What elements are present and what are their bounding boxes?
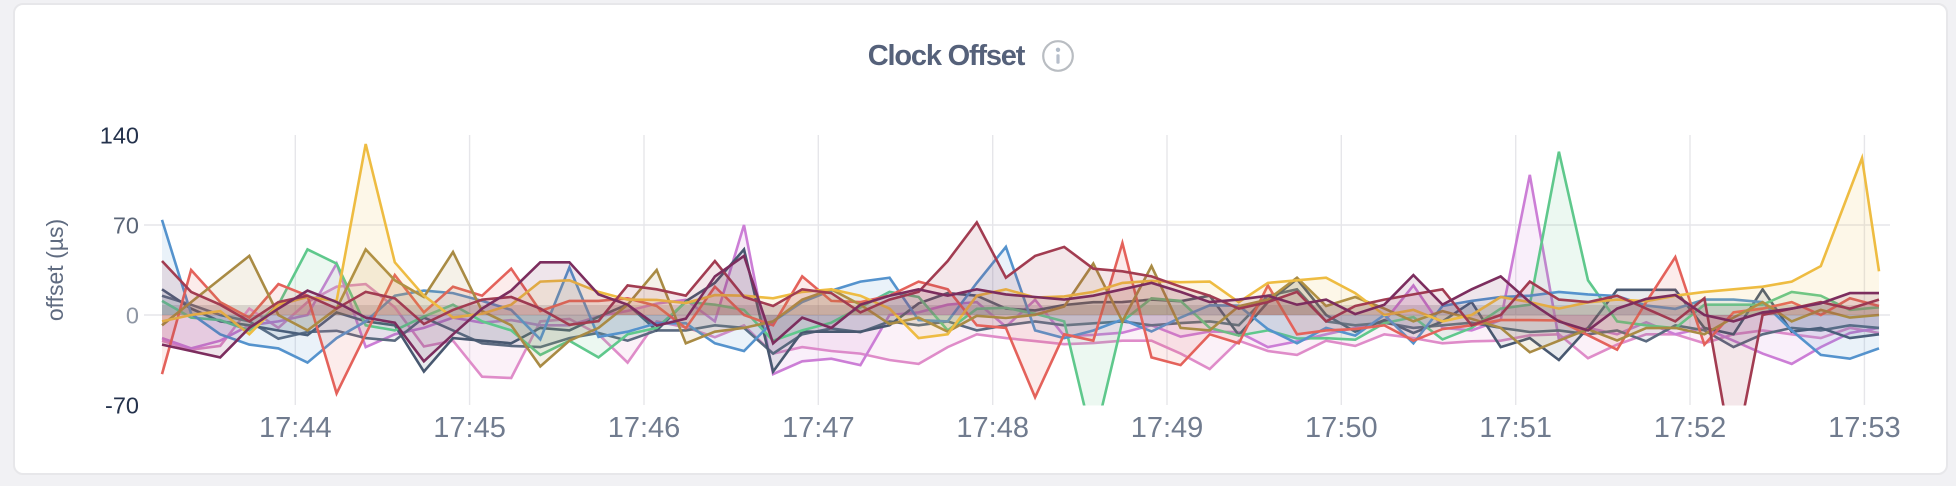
svg-text:70: 70	[113, 213, 139, 239]
svg-text:17:51: 17:51	[1479, 412, 1552, 444]
svg-text:17:53: 17:53	[1828, 412, 1901, 444]
svg-text:17:46: 17:46	[608, 412, 681, 444]
svg-text:17:47: 17:47	[782, 412, 855, 444]
svg-text:-70: -70	[105, 393, 139, 419]
svg-text:0: 0	[126, 303, 139, 329]
svg-text:Clock Offset: Clock Offset	[868, 40, 1026, 72]
svg-text:offset (µs): offset (µs)	[42, 219, 68, 321]
svg-text:17:49: 17:49	[1131, 412, 1204, 444]
svg-text:17:52: 17:52	[1654, 412, 1727, 444]
svg-text:17:44: 17:44	[259, 412, 332, 444]
svg-text:140: 140	[100, 123, 139, 149]
svg-text:17:50: 17:50	[1305, 412, 1378, 444]
svg-text:17:45: 17:45	[433, 412, 506, 444]
svg-text:17:48: 17:48	[956, 412, 1029, 444]
